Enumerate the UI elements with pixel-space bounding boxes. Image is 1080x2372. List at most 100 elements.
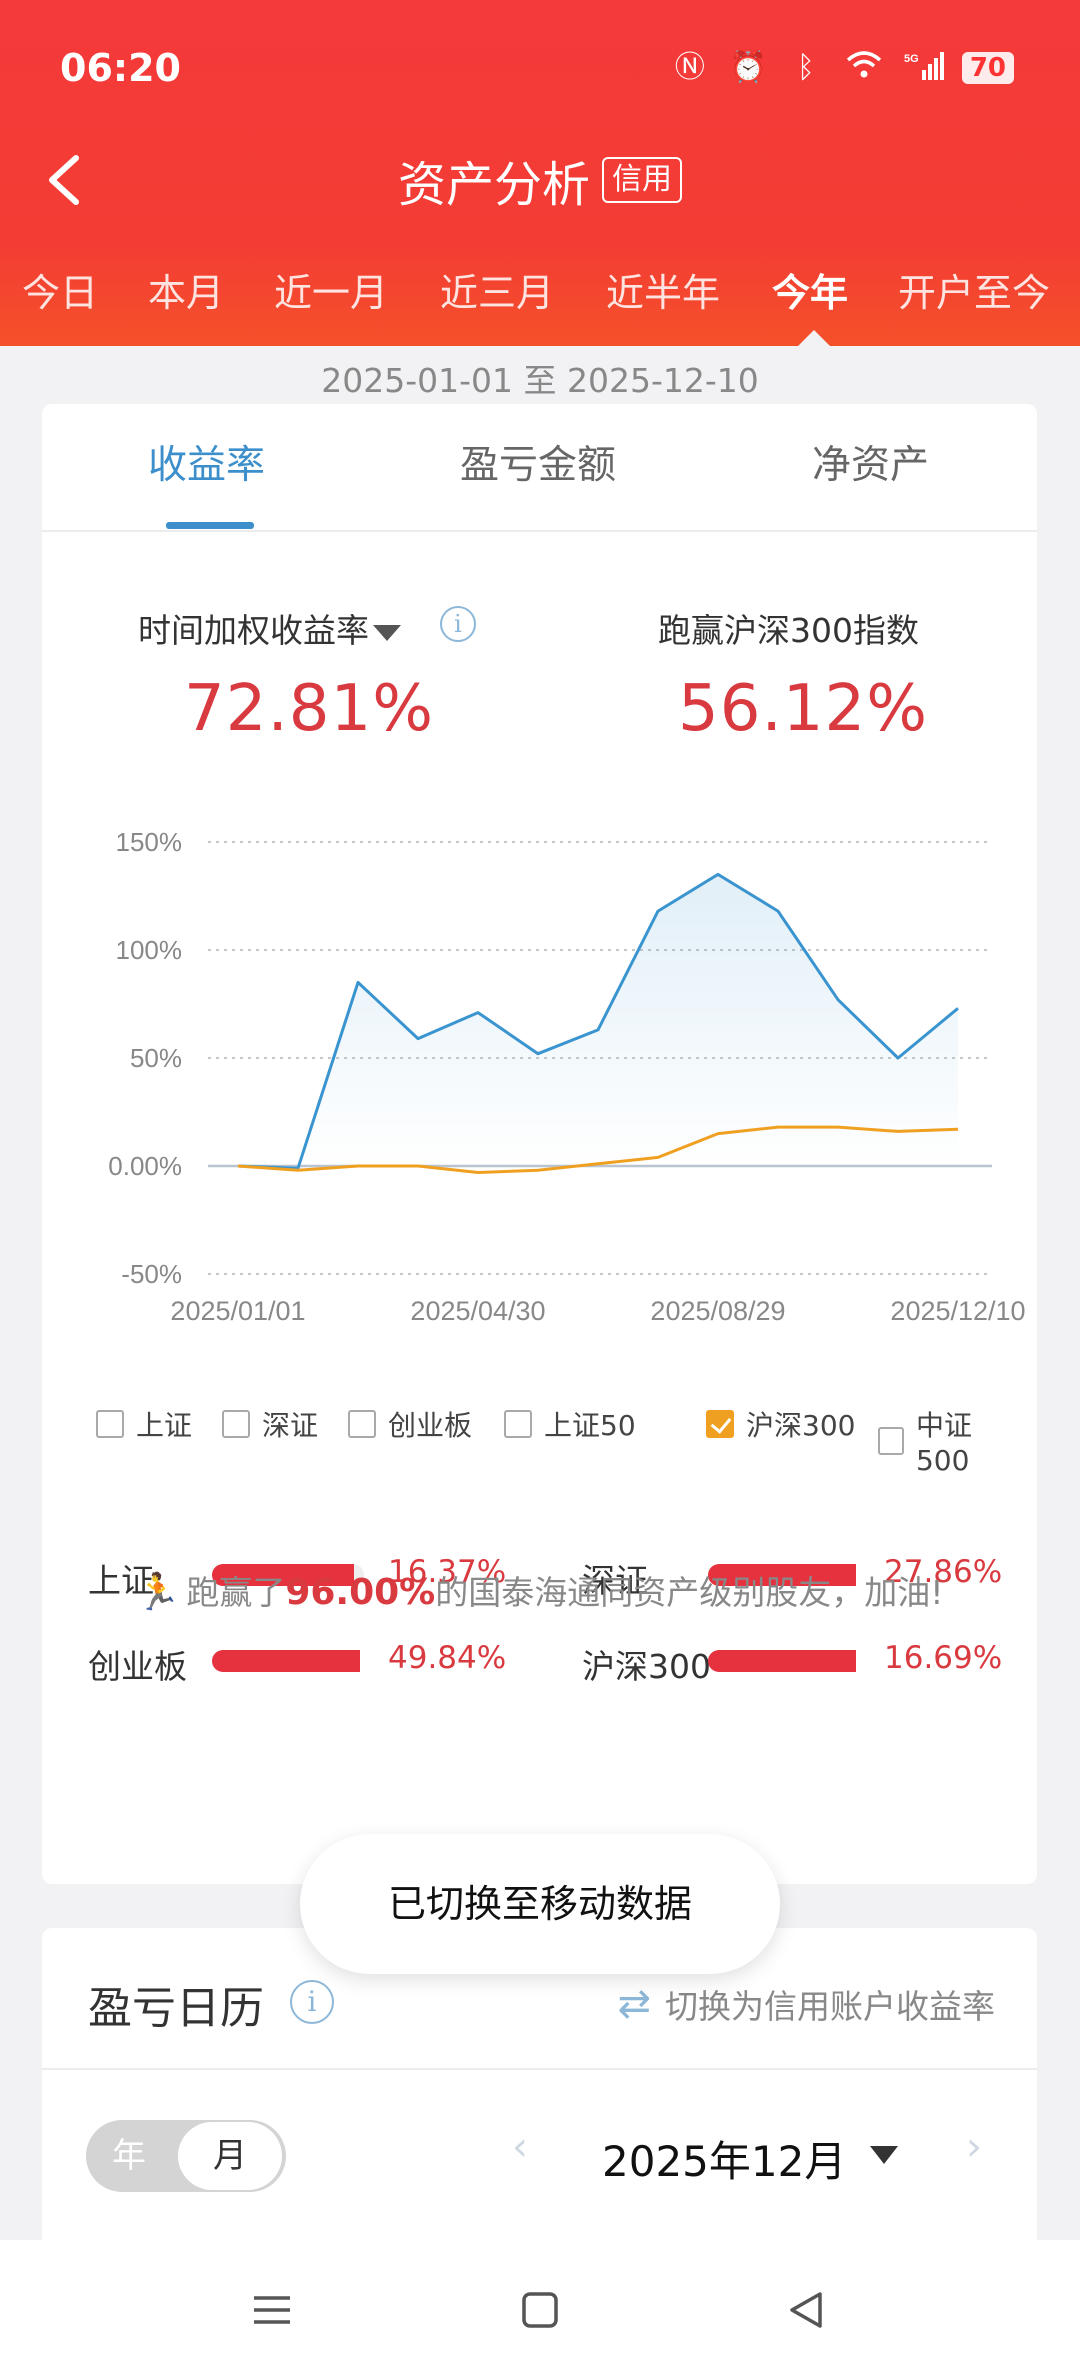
- page-title: 资产分析: [397, 157, 590, 213]
- bench-value-shenzhen: 27.86%: [884, 1554, 1003, 1590]
- x-tick-label: 2025/12/10: [890, 1296, 1025, 1326]
- time-weighted-label[interactable]: 时间加权收益率: [138, 604, 401, 652]
- bench-bar-cyb: [212, 1650, 360, 1672]
- checkbox-icon[interactable]: [96, 1410, 124, 1438]
- legend-label: 中证500: [915, 1409, 972, 1477]
- index-legend: 上证 深证 创业板 上证50 沪深300 中证500: [96, 1404, 1016, 1477]
- date-range: 2025-01-01 至 2025-12-10: [321, 361, 759, 400]
- header: 06:20 Ⓝ ⏰ ᛒ 5G 70 资产分析 信用 今日 本月 近一月 近三月 …: [0, 0, 1080, 346]
- bench-name-cyb: 创业板: [88, 1647, 187, 1686]
- bench-value-sz: 16.37%: [388, 1554, 507, 1590]
- tab-profit-amount[interactable]: 盈亏金额: [460, 443, 617, 488]
- toggle-year[interactable]: 年: [112, 2136, 146, 2176]
- hs300-line: [237, 1125, 959, 1174]
- menu-icon[interactable]: [242, 2280, 302, 2340]
- status-bar: 06:20 Ⓝ ⏰ ᛒ 5G 70: [0, 0, 1080, 140]
- title-bar: 资产分析 信用: [0, 145, 1080, 215]
- bench-bar-shenzhen: [708, 1564, 856, 1586]
- month-dropdown-icon[interactable]: [870, 2146, 898, 2164]
- month-selector[interactable]: 2025年12月: [602, 2137, 847, 2186]
- y-tick-label: -50%: [121, 1259, 182, 1289]
- legend-label: 上证: [136, 1409, 193, 1442]
- legend-item[interactable]: 上证50: [504, 1404, 636, 1444]
- status-icons: Ⓝ ⏰ ᛒ 5G 70: [672, 50, 1014, 86]
- checkbox-icon[interactable]: [504, 1410, 532, 1438]
- x-tick-label: 2025/04/30: [410, 1296, 545, 1326]
- bench-name-sz: 上证: [88, 1561, 154, 1600]
- bench-name-shenzhen: 深证: [582, 1561, 648, 1600]
- bench-bar-hs300: [708, 1650, 856, 1672]
- svg-text:5G: 5G: [904, 53, 919, 65]
- legend-item[interactable]: 沪深300: [706, 1404, 855, 1444]
- legend-item[interactable]: 深证: [222, 1404, 318, 1444]
- period-tabs: 今日 本月 近一月 近三月 近半年 今年 开户至今: [0, 262, 1080, 332]
- tab-this-month[interactable]: 本月: [148, 271, 225, 315]
- beat-message: 🏃 跑赢了96.00%的国泰海通同资产级别股友，加油!: [135, 1572, 944, 1613]
- beat-index-value: 56.12%: [678, 672, 929, 746]
- active-tab-caret: [798, 330, 830, 346]
- nfc-icon: Ⓝ: [674, 50, 705, 85]
- legend-label: 创业板: [388, 1409, 473, 1442]
- tab-net-assets[interactable]: 净资产: [812, 443, 930, 488]
- checkbox-icon[interactable]: [878, 1426, 904, 1455]
- tab-last-half-year[interactable]: 近半年: [606, 271, 721, 315]
- divider: [42, 2068, 1037, 2070]
- bluetooth-icon: ᛒ: [796, 50, 815, 85]
- bench-bar-sz: [212, 1564, 354, 1586]
- return-line: [237, 872, 959, 1170]
- checkbox-icon[interactable]: [222, 1410, 250, 1438]
- y-tick-label: 0.00%: [108, 1151, 182, 1181]
- toast-message: 已切换至移动数据: [300, 1834, 780, 1974]
- metric-tabs: 收益率 盈亏金额 净资产: [42, 404, 1037, 532]
- tab-return-rate[interactable]: 收益率: [148, 443, 266, 488]
- back-nav-icon[interactable]: [776, 2280, 836, 2340]
- legend-item[interactable]: 上证: [96, 1404, 192, 1444]
- x-tick-label: 2025/08/29: [650, 1296, 785, 1326]
- bench-name-hs300: 沪深300: [582, 1647, 711, 1686]
- tab-since-open[interactable]: 开户至今: [898, 271, 1051, 315]
- active-tab-underline: [166, 522, 254, 529]
- checkbox-icon[interactable]: [348, 1410, 376, 1438]
- time-weighted-value: 72.81%: [184, 672, 435, 746]
- return-chart: 150% 100% 50% 0.00% -50% 2025/01/01 2025/04/3…: [108, 827, 1025, 1326]
- legend-item[interactable]: 创业板: [348, 1404, 472, 1444]
- bench-value-hs300: 16.69%: [884, 1640, 1003, 1676]
- runner-icon: 🏃: [135, 1572, 181, 1613]
- bench-value-cyb: 49.84%: [388, 1640, 507, 1676]
- tab-last-month[interactable]: 近一月: [274, 271, 389, 315]
- battery-indicator: 70: [961, 52, 1014, 84]
- calendar-title: 盈亏日历: [88, 1983, 264, 2034]
- tab-this-year[interactable]: 今年: [772, 271, 849, 315]
- checkbox-icon[interactable]: [706, 1410, 734, 1438]
- tab-today[interactable]: 今日: [22, 271, 99, 315]
- calendar-info-icon[interactable]: i: [290, 1980, 334, 2024]
- next-month-icon[interactable]: ›: [966, 2124, 982, 2170]
- legend-label: 深证: [262, 1409, 319, 1442]
- switch-credit-return-link[interactable]: ⇄ 切换为信用账户收益率: [617, 1981, 995, 2027]
- back-button[interactable]: [38, 150, 98, 210]
- alarm-icon: ⏰: [729, 50, 768, 85]
- tab-last-3-months[interactable]: 近三月: [440, 271, 555, 315]
- system-nav-bar: [0, 2240, 1080, 2372]
- x-tick-label: 2025/01/01: [170, 1296, 305, 1326]
- info-icon[interactable]: i: [440, 606, 476, 642]
- returns-card: 收益率 盈亏金额 净资产 时间加权收益率 i 72.81% 跑赢沪深300指数 …: [42, 404, 1037, 1884]
- wifi-icon: [846, 50, 882, 86]
- y-tick-label: 100%: [116, 935, 183, 965]
- y-tick-label: 50%: [130, 1043, 182, 1073]
- prev-month-icon[interactable]: ‹: [512, 2124, 528, 2170]
- dropdown-caret-icon: [373, 624, 401, 641]
- legend-label: 沪深300: [746, 1409, 856, 1442]
- home-icon[interactable]: [510, 2280, 570, 2340]
- credit-badge: 信用: [602, 157, 682, 203]
- toggle-month[interactable]: 月: [178, 2122, 282, 2190]
- legend-label: 上证50: [544, 1409, 636, 1442]
- status-time: 06:20: [60, 46, 181, 90]
- y-tick-label: 150%: [116, 827, 183, 857]
- beat-index-label: 跑赢沪深300指数: [658, 611, 919, 650]
- swap-icon: ⇄: [617, 1981, 651, 2027]
- legend-item[interactable]: 中证500: [878, 1404, 1016, 1477]
- year-month-toggle[interactable]: 年 月: [86, 2120, 286, 2192]
- signal-5g-icon: 5G: [904, 50, 944, 86]
- return-area: [238, 874, 958, 1169]
